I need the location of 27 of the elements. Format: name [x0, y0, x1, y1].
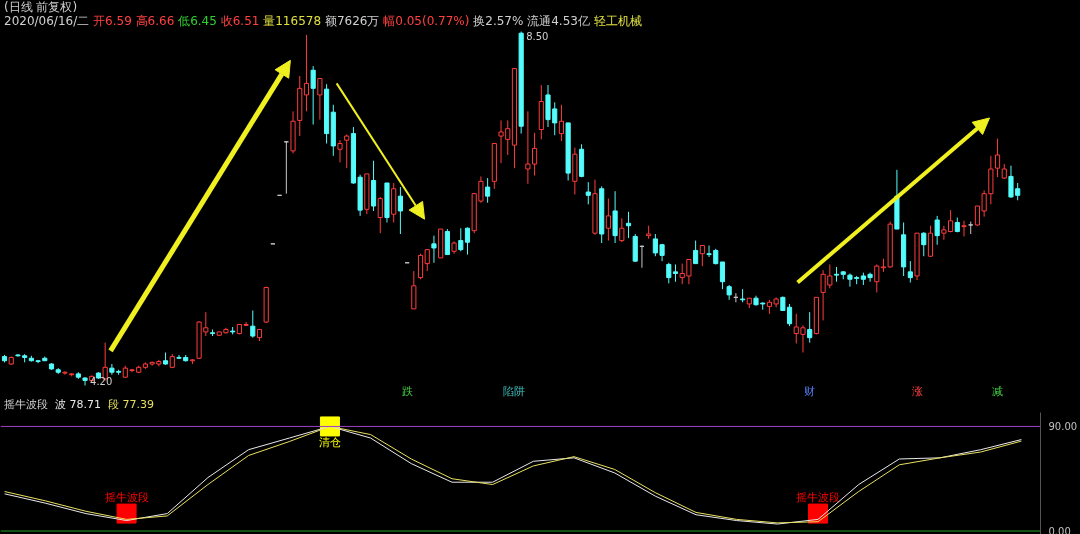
- text: 流通4.53亿: [527, 14, 590, 28]
- text: 幅0.05(0.77%): [383, 14, 470, 28]
- text: 波 78.71: [55, 398, 101, 411]
- chart-subtitle: 2020/06/16/二: [4, 14, 90, 28]
- text: 段 77.39: [108, 398, 154, 411]
- x-tick-label: 涨: [911, 384, 923, 398]
- series-label: 摇牛波段: [104, 490, 149, 504]
- x-tick-label: 减: [992, 384, 1004, 398]
- chart-title: (日线 前复权): [4, 0, 79, 14]
- x-tick-label: 跌: [401, 384, 413, 398]
- annotation: 8.50: [526, 30, 549, 42]
- y-tick-label: 0.00: [1048, 525, 1071, 534]
- text: 轻工机械: [593, 14, 642, 28]
- series-label: 清仓: [318, 436, 341, 450]
- annotation: 4.20: [90, 376, 113, 388]
- chart-title: 摇牛波段: [4, 398, 48, 411]
- text: 开6.59: [93, 14, 132, 28]
- x-tick-label: 陷阱: [503, 384, 526, 398]
- y-tick-label: 90.00: [1048, 421, 1078, 433]
- text: 额7626万: [324, 14, 380, 28]
- text: 换2.57%: [473, 14, 524, 28]
- text: 低6.45: [178, 14, 217, 28]
- text: 高6.66: [135, 14, 175, 28]
- text: 摇牛波段: [796, 490, 841, 504]
- text: 量116578: [263, 14, 322, 28]
- text: 收6.51: [220, 14, 260, 28]
- x-tick-label: 财: [804, 384, 816, 398]
